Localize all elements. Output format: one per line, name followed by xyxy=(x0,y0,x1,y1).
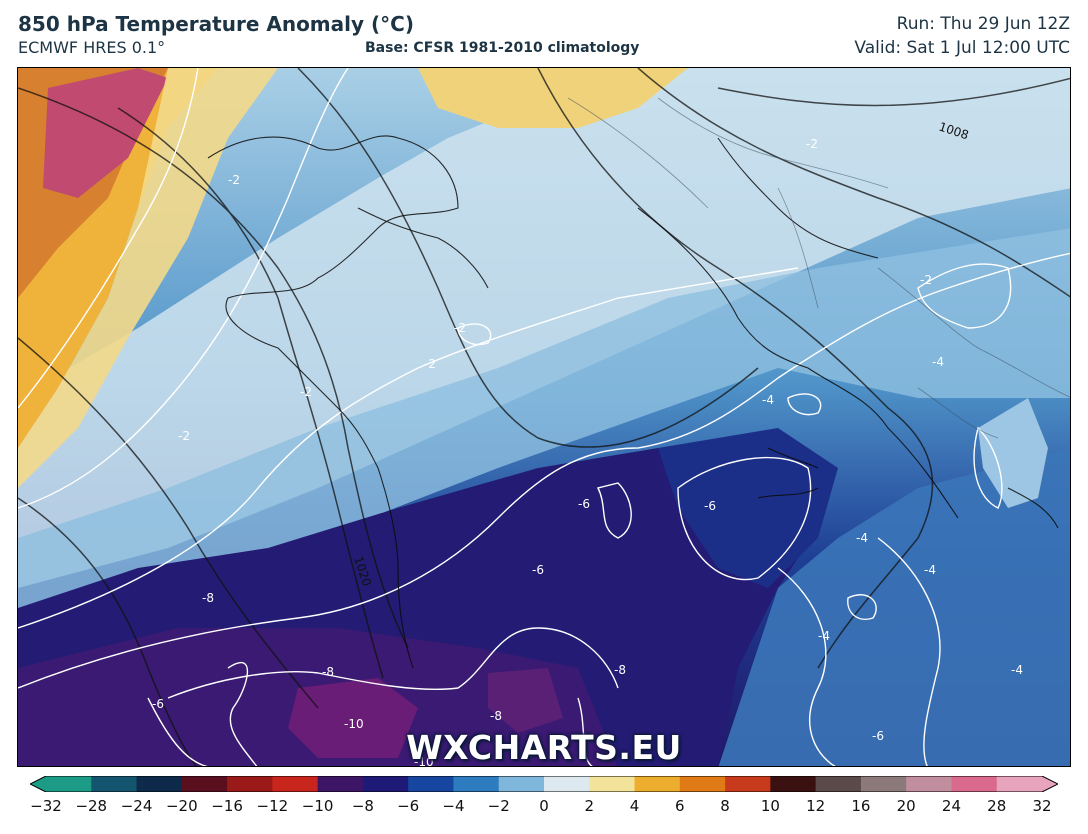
map-canvas: -2 -2 -2 -2 -2 -2 -2 -4 -4 -4 -4 -4 -4 -… xyxy=(18,68,1070,767)
colorbar-tick-label: −20 xyxy=(165,797,198,815)
colorbar-ticks: −32 −28 −24 −20 −16 −12 −10 −8 −6 −4 −2 0 2 4 6 8 10 12 16… xyxy=(0,797,1088,819)
contour-label: -2 xyxy=(300,385,312,399)
colorbar-tick-label: 24 xyxy=(941,797,961,815)
colorbar-segment xyxy=(770,776,817,792)
colorbar xyxy=(30,776,1058,792)
purple-patch-1 xyxy=(288,678,418,758)
watermark: WXCHARTS.EU xyxy=(406,728,682,767)
colorbar-tick-label: 2 xyxy=(584,797,595,815)
contour-label: -4 xyxy=(924,563,936,577)
colorbar-segment xyxy=(408,776,454,792)
colorbar-tick-label: 12 xyxy=(806,797,826,815)
coastlines xyxy=(207,135,1059,669)
north-warm-patch xyxy=(418,68,688,128)
contour-label: -6 xyxy=(578,497,590,511)
hot-core xyxy=(43,68,168,198)
contour-label: -6 xyxy=(704,499,716,513)
colorbar-segment xyxy=(860,776,907,792)
light-blue-band xyxy=(18,228,1070,628)
contour-label-group: -2 -2 -2 -2 -2 -2 -2 -4 -4 -4 -4 -4 -4 -… xyxy=(152,137,1023,767)
colorbar-segment xyxy=(91,776,138,792)
contour-label: -4 xyxy=(856,531,868,545)
contour-label: -6 xyxy=(532,563,544,577)
colorbar-tick-label: 8 xyxy=(720,797,730,815)
colorbar-tick-label: −12 xyxy=(256,797,289,815)
contour-label: -6 xyxy=(152,697,164,711)
colorbar-segment xyxy=(634,776,681,792)
model-label: ECMWF HRES 0.1° xyxy=(18,38,166,57)
colorbar-tick-label: 0 xyxy=(539,797,549,815)
east-light-patch xyxy=(978,398,1048,508)
colorbar-min-arrow xyxy=(30,776,46,792)
contour-label: -2 xyxy=(178,429,190,443)
colorbar-tick-label: 28 xyxy=(987,797,1007,815)
contour-label: -8 xyxy=(614,663,626,677)
colorbar-tick-label: −28 xyxy=(75,797,108,815)
colorbar-tick-label: 20 xyxy=(896,797,916,815)
colorbar-segment xyxy=(272,776,319,792)
colorbar-segment xyxy=(725,776,771,792)
contour-label: -2 xyxy=(920,273,932,287)
colorbar-tick-label: 16 xyxy=(851,797,871,815)
colorbar-tick-label: 4 xyxy=(629,797,640,815)
contour-label: -2 xyxy=(806,137,818,151)
colorbar-segment xyxy=(951,776,998,792)
run-time-label: Run: Thu 29 Jun 12Z xyxy=(896,14,1070,34)
colorbar-segment xyxy=(906,776,952,792)
east-medium-blue xyxy=(718,448,1070,766)
contour-label: -4 xyxy=(932,355,944,369)
base-climatology-label: Base: CFSR 1981-2010 climatology xyxy=(365,40,640,56)
colorbar-segment xyxy=(815,776,862,792)
contour-label: -4 xyxy=(818,629,830,643)
isobar-lines xyxy=(18,68,1070,766)
colorbar-max-arrow xyxy=(1042,776,1058,792)
colorbar-segment xyxy=(996,776,1043,792)
colorbar-segment xyxy=(589,776,636,792)
colorbar-tick-label: 6 xyxy=(675,797,685,815)
anomaly-map: -2 -2 -2 -2 -2 -2 -2 -4 -4 -4 -4 -4 -4 -… xyxy=(17,67,1071,767)
colorbar-segment xyxy=(453,776,500,792)
contour-label: -10 xyxy=(414,755,434,767)
purple-patch-2 xyxy=(488,668,563,733)
colorbar-segment xyxy=(136,776,183,792)
colorbar-tick-label: 32 xyxy=(1032,797,1052,815)
contour-label: -6 xyxy=(872,729,884,743)
colorbar-segment xyxy=(498,776,545,792)
contour-label: -2 xyxy=(424,357,436,371)
anomaly-contours xyxy=(18,68,1070,766)
colorbar-segment xyxy=(362,776,409,792)
contour-label: -2 xyxy=(454,321,466,335)
colorbar-tick-label: −2 xyxy=(487,797,510,815)
colorbar-tick-label: −8 xyxy=(351,797,374,815)
contour-label: -4 xyxy=(762,393,774,407)
contour-label: -10 xyxy=(344,717,364,731)
colorbar-tick-label: 10 xyxy=(760,797,780,815)
contour-label: -4 xyxy=(1011,663,1023,677)
colorbar-tick-label: −32 xyxy=(30,797,62,815)
colorbar-tick-label: −24 xyxy=(120,797,153,815)
chart-title: 850 hPa Temperature Anomaly (°C) xyxy=(18,12,414,36)
colorbar-segment xyxy=(181,776,228,792)
contour-label: -2 xyxy=(228,173,240,187)
colorbar-tick-label: −6 xyxy=(397,797,420,815)
colorbar-tick-label: −10 xyxy=(301,797,334,815)
cold-east-region xyxy=(658,428,838,588)
colorbar-segment xyxy=(544,776,590,792)
colorbar-tick-label: −16 xyxy=(211,797,243,815)
contour-label: -8 xyxy=(490,709,502,723)
colorbar-segment xyxy=(227,776,273,792)
valid-time-label: Valid: Sat 1 Jul 12:00 UTC xyxy=(854,38,1070,58)
colorbar-tick-label: −4 xyxy=(442,797,465,815)
yellow-fringe xyxy=(18,68,278,488)
contour-label: -8 xyxy=(322,665,334,679)
colorbar-segment xyxy=(46,776,92,792)
internal-borders xyxy=(567,97,1070,439)
colorbar-segment xyxy=(317,776,364,792)
colorbar-segment xyxy=(679,776,726,792)
contour-label: -8 xyxy=(202,591,214,605)
